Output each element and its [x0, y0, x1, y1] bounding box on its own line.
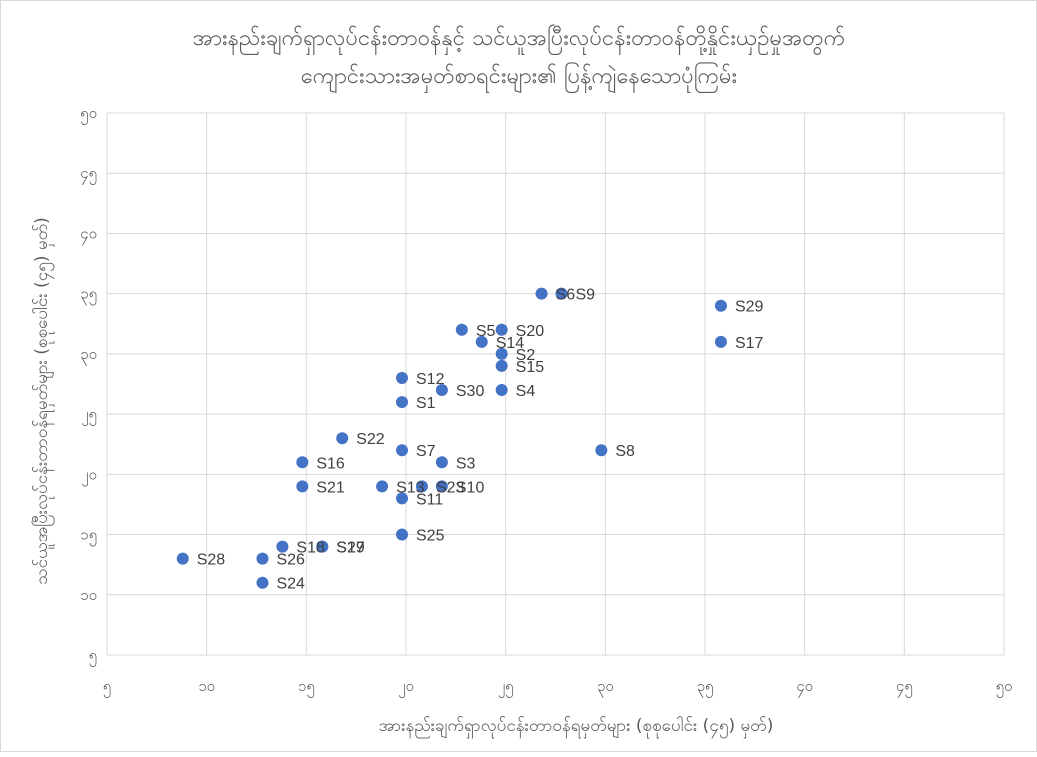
data-label: S6	[556, 287, 576, 304]
data-label: S12	[416, 371, 445, 388]
data-label: S20	[516, 323, 545, 340]
data-label: S10	[456, 479, 485, 496]
data-label: S8	[615, 443, 635, 460]
data-point	[336, 432, 349, 445]
y-tick-label: ၂၅	[81, 405, 97, 426]
data-point	[396, 492, 409, 505]
data-point	[396, 528, 409, 541]
x-tick-label: ၂၀	[398, 677, 414, 698]
data-points	[176, 287, 727, 589]
x-tick-label: ၁၅	[298, 677, 315, 698]
data-label: S22	[356, 431, 385, 448]
x-tick-label: ၁၀	[198, 677, 215, 695]
chart-title-line1: အားနည်းချက်ရှာလုပ်ငန်းတာဝန်နှင့် သင်ယူအပ…	[193, 24, 846, 56]
x-axis-ticks: ၅ ၁၀ ၁၅ ၂၀ ၂၅ ၃၀ ၃၅ ၄၀ ၄၅ ၅၀	[103, 677, 1013, 698]
data-label: S16	[316, 455, 345, 472]
data-point	[555, 287, 568, 300]
data-point	[296, 456, 309, 469]
x-tick-label: ၃၀	[597, 677, 614, 698]
y-tick-label: ၄၀	[80, 224, 97, 245]
data-label: S30	[456, 383, 485, 400]
data-point	[396, 396, 409, 409]
x-tick-label: ၄၅	[896, 677, 913, 698]
x-tick-label: ၂၅	[498, 677, 514, 698]
data-point	[176, 552, 189, 565]
data-label: S18	[296, 540, 325, 557]
data-label: S21	[316, 479, 345, 496]
data-label: S26	[276, 552, 305, 569]
data-point	[495, 323, 508, 336]
data-label: S7	[416, 443, 436, 460]
x-tick-label: ၄၀	[796, 677, 813, 698]
data-label: S24	[276, 576, 305, 593]
data-point	[495, 384, 508, 397]
data-point	[595, 444, 608, 457]
data-label: S3	[456, 455, 476, 472]
y-tick-label: ၅၀	[80, 104, 97, 125]
data-label: S9	[575, 287, 595, 304]
data-point	[435, 480, 448, 493]
x-tick-label: ၅၀	[996, 677, 1013, 698]
data-label: S17	[735, 335, 764, 352]
data-point	[714, 299, 727, 312]
x-axis-title: အားနည်းချက်ရှာလုပ်ငန်းတာဝန်ရမှတ်များ (စု…	[379, 715, 774, 739]
y-tick-label: ၃၅	[80, 285, 97, 306]
data-point	[296, 480, 309, 493]
data-label: S25	[416, 528, 445, 545]
y-axis-title: သင်ယူအပြီးလုပ်ငန်းတာဝန်ရမှတ်များ (စုစုပေ…	[31, 217, 55, 585]
x-tick-label: ၃၅	[697, 677, 714, 698]
data-point	[256, 576, 269, 589]
data-point	[435, 384, 448, 397]
data-point	[316, 540, 329, 553]
data-label: S14	[496, 335, 525, 352]
data-label: S4	[516, 383, 536, 400]
x-tick-label: ၅	[103, 677, 111, 698]
y-tick-label: ၁၅	[80, 526, 97, 547]
data-label: S28	[197, 552, 226, 569]
y-tick-label: ၁၀	[80, 586, 97, 604]
data-point	[714, 335, 727, 348]
data-label: S11	[416, 491, 443, 508]
data-label: S2	[516, 347, 536, 364]
data-point	[435, 456, 448, 469]
gridlines	[106, 112, 1005, 656]
y-tick-label: ၃၀	[80, 345, 97, 366]
data-label: S15	[516, 359, 545, 376]
data-point	[256, 552, 269, 565]
data-point	[396, 444, 409, 457]
data-label: S23	[436, 479, 465, 496]
data-point	[415, 480, 428, 493]
data-label: S27	[336, 540, 365, 557]
data-point	[475, 335, 488, 348]
y-tick-label: ၄၅	[80, 164, 97, 185]
data-point	[495, 347, 508, 360]
data-point	[396, 371, 409, 384]
y-tick-label: ၂၀	[81, 465, 97, 486]
data-point	[535, 287, 548, 300]
chart-title-line2: ကျောင်းသားအမှတ်စာရင်းများ၏ ပြန့်ကျဲနေသော…	[301, 62, 737, 94]
data-label: S5	[476, 323, 496, 340]
data-label: S13	[396, 479, 425, 496]
y-axis-ticks: ၅ ၁၀ ၁၅ ၂၀ ၂၅ ၃၀ ၃၅ ၄၀ ၄၅ ၅၀	[80, 104, 97, 667]
data-point	[495, 359, 508, 372]
data-point	[455, 323, 468, 336]
data-label: S1	[416, 395, 436, 412]
data-point	[276, 540, 289, 553]
data-point	[376, 480, 389, 493]
y-tick-label: ၅	[89, 646, 97, 667]
data-label: S19	[336, 540, 365, 557]
data-label: S29	[735, 299, 764, 316]
